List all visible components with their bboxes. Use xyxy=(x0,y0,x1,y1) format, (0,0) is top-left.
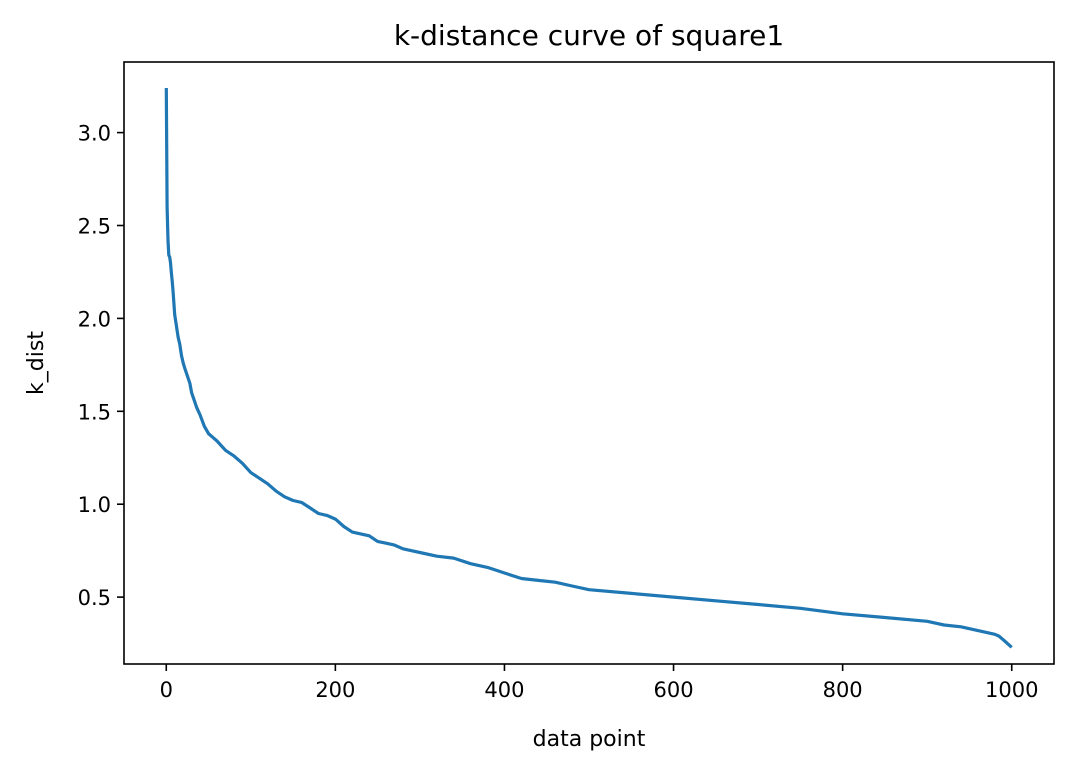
axes-frame xyxy=(123,61,1055,665)
y-tick-label: 1.5 xyxy=(78,400,111,424)
x-axis: 0 200 400 600 800 1000 xyxy=(160,664,1038,702)
y-axis: 0.5 1.0 1.5 2.0 2.5 3.0 xyxy=(78,122,124,610)
x-tick-label: 600 xyxy=(653,678,693,702)
x-axis-label: data point xyxy=(533,727,646,752)
x-tick-label: 1000 xyxy=(985,678,1038,702)
series-line xyxy=(164,87,1013,649)
y-tick-label: 2.0 xyxy=(78,307,111,331)
y-tick-label: 3.0 xyxy=(78,122,111,146)
y-tick-label: 1.0 xyxy=(78,493,111,517)
y-tick-label: 2.5 xyxy=(78,215,111,239)
y-axis-label: k_dist xyxy=(24,331,49,395)
x-tick-label: 200 xyxy=(315,678,355,702)
plot-area xyxy=(164,87,1013,649)
x-tick-label: 0 xyxy=(160,678,173,702)
chart-title: k-distance curve of square1 xyxy=(394,19,784,52)
y-tick-label: 0.5 xyxy=(78,586,111,610)
x-tick-label: 400 xyxy=(484,678,524,702)
x-tick-label: 800 xyxy=(823,678,863,702)
